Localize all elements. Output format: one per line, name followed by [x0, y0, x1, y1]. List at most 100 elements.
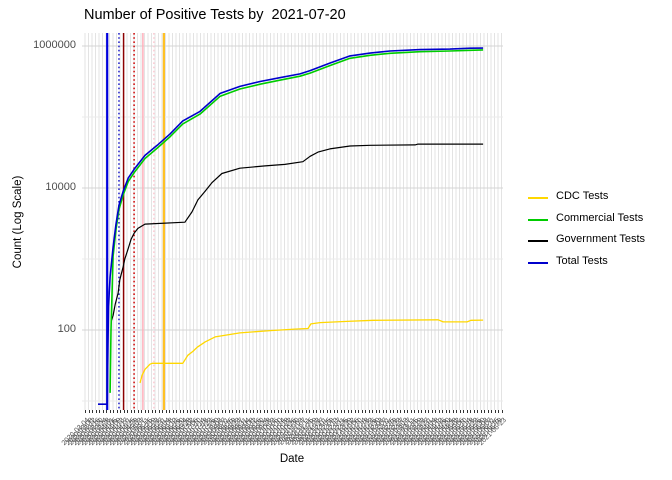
x-tick-label: 2020-03-08 — [64, 416, 95, 448]
x-tick-label: 2021-06-03 — [459, 416, 490, 448]
x-tick-label: 2020-07-06 — [169, 416, 200, 448]
x-tick-label: 2020-10-26 — [267, 416, 298, 448]
x-tick-label: 2021-03-03 — [379, 416, 410, 448]
x-tick-label: 2020-09-08 — [225, 416, 256, 448]
x-tick-label: 2020-12-25 — [319, 416, 350, 448]
x-tick-label: 2020-09-12 — [228, 416, 259, 448]
x-tick-label: 2020-09-20 — [235, 416, 266, 448]
x-tick-label: 2020-03-24 — [78, 416, 109, 448]
x-tick-label: 2021-03-07 — [382, 416, 413, 448]
x-tick-label: 2021-02-19 — [368, 416, 399, 448]
x-tick-label: 2021-02-11 — [362, 416, 392, 447]
x-tick-label: 2020-05-19 — [127, 416, 158, 448]
x-tick-label: 2021-06-07 — [463, 416, 494, 448]
series-line-commercial-tests — [109, 49, 484, 393]
x-tick-label: 2020-08-11 — [201, 416, 231, 447]
x-tick-label: 2020-04-05 — [88, 416, 119, 448]
x-tick-label: 2020-06-12 — [148, 416, 179, 448]
x-tick-label: 2020-03-04 — [60, 416, 91, 448]
x-tick-label: 2020-06-16 — [151, 416, 182, 448]
x-tick-label: 2021-01-30 — [351, 416, 382, 448]
x-tick-label: 2021-04-28 — [428, 416, 459, 448]
x-tick-label: 2020-12-17 — [312, 416, 343, 448]
x-tick-label: 2020-11-11 — [281, 416, 312, 447]
x-tick-label: 2020-04-01 — [85, 416, 116, 448]
x-tick-label: 2020-11-27 — [295, 416, 326, 447]
series-line-cdc-tests — [139, 319, 484, 384]
x-tick-label: 2021-04-12 — [414, 416, 445, 448]
x-tick-label: 2021-02-23 — [372, 416, 403, 448]
y-tick-label: 10000 — [45, 181, 76, 193]
legend-swatch — [528, 218, 548, 221]
x-tick-label: 2021-06-19 — [473, 416, 504, 448]
x-tick-label: 2021-03-31 — [403, 416, 434, 448]
x-tick-label: 2020-03-28 — [81, 416, 112, 448]
x-tick-label: 2021-04-08 — [410, 416, 441, 448]
x-tick-label: 2021-05-14 — [442, 416, 473, 448]
x-tick-label: 2021-03-19 — [393, 416, 424, 448]
x-tick-label: 2020-07-18 — [179, 416, 210, 448]
x-tick-label: 2021-04-24 — [424, 416, 455, 448]
x-tick-label: 2021-01-14 — [337, 416, 368, 448]
chart-canvas — [82, 33, 503, 410]
x-tick-label: 2020-06-04 — [141, 416, 172, 448]
x-tick-label: 2021-03-27 — [400, 416, 431, 448]
x-tick-label: 2021-05-06 — [435, 416, 466, 448]
x-tick-label: 2020-09-28 — [242, 416, 273, 448]
y-tick-label: 100 — [57, 323, 76, 335]
x-tick-label: 2020-12-29 — [323, 416, 354, 448]
x-tick-label: 2020-11-07 — [278, 416, 308, 447]
x-tick-label: 2020-10-06 — [249, 416, 280, 448]
x-tick-label: 2020-04-21 — [102, 416, 133, 448]
x-tick-label: 2021-05-02 — [431, 416, 462, 448]
legend-label: Commercial Tests — [556, 211, 644, 224]
x-axis-title: Date — [279, 453, 305, 465]
x-tick-label: 2020-08-31 — [218, 416, 249, 448]
x-tick-label: 2020-10-14 — [256, 416, 287, 448]
x-tick-label: 2020-06-08 — [144, 416, 175, 448]
x-tick-label: 2020-10-30 — [270, 416, 301, 448]
x-tick-label: 2021-01-10 — [333, 416, 364, 448]
x-tick-label: 2020-05-03 — [113, 416, 144, 448]
x-tick-label: 2020-04-13 — [95, 416, 126, 448]
x-tick-label: 2020-12-21 — [316, 416, 347, 448]
x-tick-label: 2020-10-18 — [260, 416, 291, 448]
x-tick-label: 2020-04-29 — [109, 416, 140, 448]
x-tick-label: 2020-06-24 — [158, 416, 189, 448]
x-tick-label: 2020-07-26 — [186, 416, 217, 448]
x-tick-label: 2020-03-16 — [71, 416, 102, 448]
x-tick-label: 2020-09-24 — [239, 416, 270, 448]
x-tick-label: 2020-05-23 — [130, 416, 161, 448]
x-tick-label: 2020-09-16 — [232, 416, 263, 448]
x-tick-label: 2020-04-17 — [99, 416, 130, 448]
series-line-total-tests — [98, 47, 484, 406]
x-tick-label: 2021-01-06 — [330, 416, 361, 448]
x-tick-label: 2020-05-11 — [120, 416, 151, 447]
chart-title: Number of Positive Tests by 2021-07-20 — [84, 7, 346, 23]
x-tick-label: 2021-01-18 — [340, 416, 371, 448]
x-tick-label: 2021-02-15 — [365, 416, 396, 448]
x-tick-label: 2021-05-22 — [449, 416, 480, 448]
series-line-government-tests — [110, 143, 484, 323]
x-tick-label: 2020-07-22 — [183, 416, 214, 448]
x-tick-label: 2020-10-02 — [246, 416, 277, 448]
x-tick-label: 2021-04-20 — [421, 416, 452, 448]
x-tick-label: 2021-02-07 — [358, 416, 389, 448]
x-tick-label: 2020-08-19 — [207, 416, 238, 448]
x-tick-label: 2020-08-03 — [193, 416, 224, 448]
x-tick-label: 2020-08-15 — [204, 416, 235, 448]
x-tick-label: 2021-03-15 — [389, 416, 420, 448]
x-tick-label: 2021-03-23 — [396, 416, 427, 448]
x-tick-label: 2020-12-05 — [302, 416, 333, 448]
x-tick-label: 2020-05-15 — [123, 416, 154, 448]
x-tick-label: 2020-07-02 — [165, 416, 196, 448]
x-tick-label: 2020-05-07 — [116, 416, 147, 448]
x-tick-label: 2020-03-20 — [74, 416, 105, 448]
chart-panel — [82, 33, 503, 411]
x-tick-label: 2021-06-11 — [467, 416, 497, 447]
x-tick-label: 2020-03-12 — [67, 416, 98, 448]
legend-label: CDC Tests — [556, 190, 609, 202]
legend-swatch — [528, 240, 548, 243]
x-tick-label: 2020-12-01 — [298, 416, 329, 448]
